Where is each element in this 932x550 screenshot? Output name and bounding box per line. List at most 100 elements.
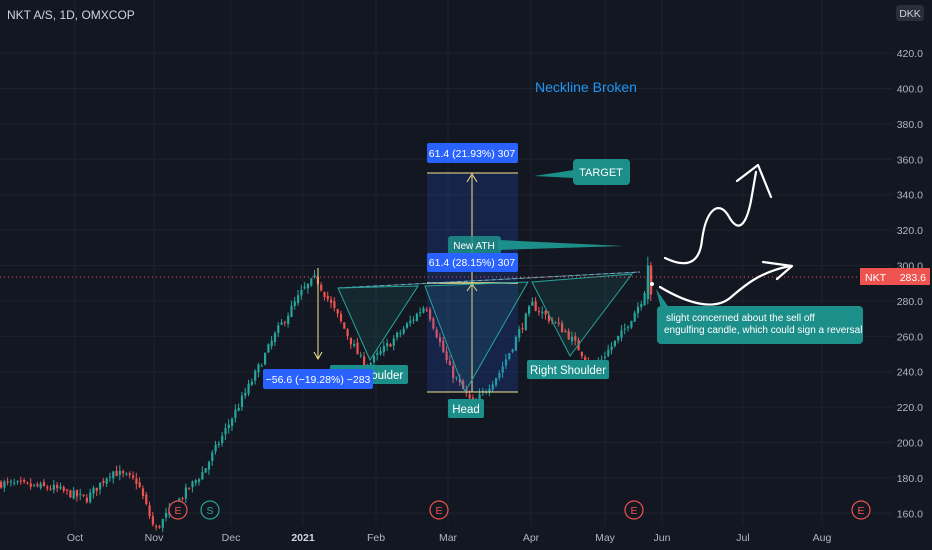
freehand-arrowhead-lower [761,260,794,281]
candle-body [584,357,587,361]
candle-body [95,487,98,491]
candle-body [42,482,46,487]
event-marker-earnings[interactable] [851,500,871,520]
left-measure-arrowhead [313,351,323,361]
time-tick-label: Aug [813,532,832,544]
candle-body [151,516,154,525]
candle-body [534,301,537,311]
candle-body [92,487,95,494]
candle-body [419,312,422,314]
candle-body [290,305,293,317]
time-tick-label: Mar [439,532,458,544]
candle-body [99,482,102,490]
candle-body [646,265,650,300]
price-tick-label: 400.0 [897,84,923,96]
candle-body [462,380,465,390]
price-tick-label: 340.0 [897,190,923,202]
candle-body [234,409,237,419]
candle-body [191,481,194,488]
event-marker-label: E [630,505,637,517]
candle-body [323,292,326,297]
candle-body [508,353,511,359]
candle-body [135,478,138,484]
candle-body [13,482,16,484]
candle-body [554,322,557,324]
candle-body [574,336,577,341]
event-marker-label: S [206,505,213,517]
candle-body [607,349,610,357]
candle-body [102,480,105,483]
candle-body [270,340,273,347]
left-measure-label [263,369,373,389]
candle-body [438,337,442,343]
measure-label-mid [427,253,518,272]
candle-body [491,384,494,390]
candle-body [649,265,653,295]
price-tick-label: 420.0 [897,48,923,60]
candle-body [402,328,405,334]
candle-body [221,435,224,444]
currency-badge[interactable] [896,5,924,21]
note-callout-line2: engulfing candle, which could sign a rev… [664,325,862,336]
candle-body [511,349,514,352]
event-marker-earnings[interactable] [624,500,644,520]
candle-body [244,392,247,396]
candle-body [227,424,230,429]
left-measure-label-text: −56.6 (−19.28%) −283 [266,374,371,386]
candle-body [389,344,392,347]
candle-body [155,526,158,528]
price-tick-label: 180.0 [897,473,923,485]
time-tick-label: May [595,532,616,544]
candle-body [399,332,402,334]
candle-body [105,478,108,484]
candle-body [564,331,567,333]
candle-body [148,505,151,517]
candle-body [267,344,270,353]
candle-body [422,308,425,313]
event-marker-label: E [857,505,864,517]
candle-body [161,518,164,528]
time-tick-label: Oct [67,532,83,544]
head-label [448,399,484,418]
candle-body [132,475,135,478]
candle-body [313,275,316,278]
candle-body [415,313,418,321]
candle-body [468,394,471,399]
candle-body [188,487,191,489]
freehand-arrowhead-upper [735,163,773,199]
candle-body [201,472,204,480]
time-tick-label: 2021 [291,532,315,544]
candle-body [277,325,280,333]
candle-body [247,383,250,394]
candle-body [66,489,69,491]
candle-body [372,356,376,363]
candle-body [603,356,607,359]
candle-body [432,318,435,329]
candle-body [544,310,547,315]
price-tag [860,268,930,285]
candle-body [240,395,244,407]
event-marker-earnings[interactable] [168,500,188,520]
candle-body [339,313,343,322]
price-tick-label: 160.0 [897,508,923,520]
candle-body [165,512,168,518]
price-tick-label: 380.0 [897,119,923,131]
candle-body [488,388,491,392]
candle-body [452,365,455,378]
candle-body [412,319,415,321]
time-axis[interactable]: Oct Nov Dec 2021 Feb Mar Apr May Jun Jul Aug [67,532,832,544]
candle-body [112,471,115,479]
event-marker-split[interactable] [200,500,220,520]
event-marker-earnings[interactable] [429,500,449,520]
candle-body [620,330,623,338]
candle-body [194,480,197,483]
candle-body [640,304,643,308]
candle-body [465,388,468,393]
candle-body [0,481,3,488]
time-tick-label: Dec [222,532,241,544]
candle-body [198,479,201,482]
target-callout-text: TARGET [579,167,623,179]
price-axis[interactable]: 160.0180.0200.0220.0240.0260.0280.0300.0… [897,48,923,520]
